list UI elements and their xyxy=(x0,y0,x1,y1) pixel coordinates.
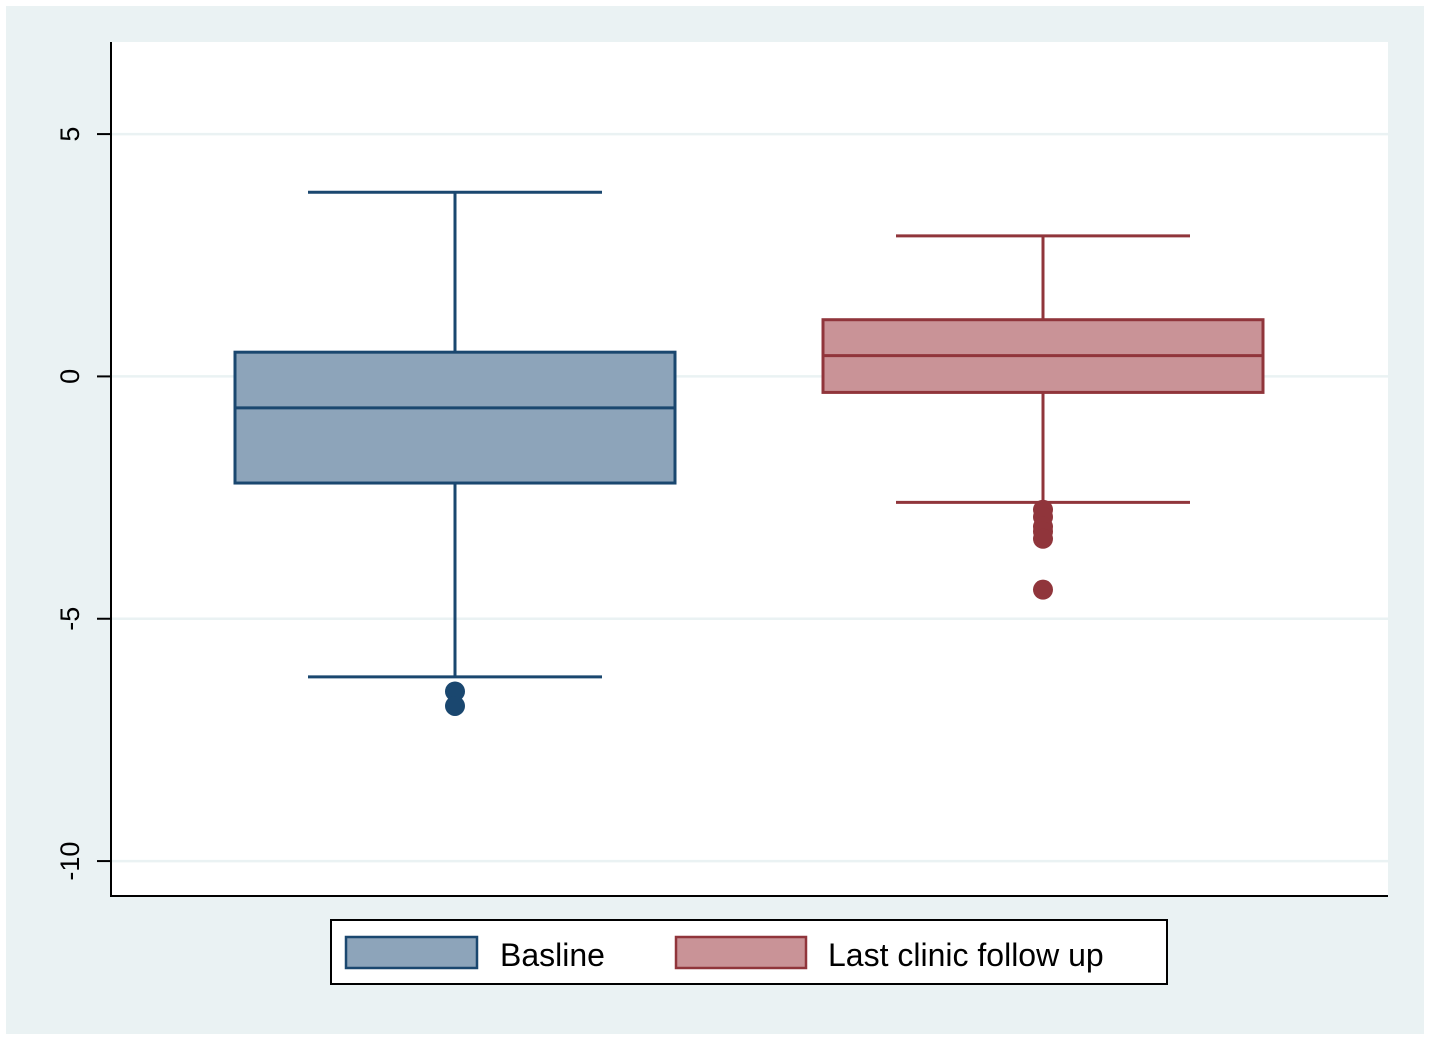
legend-label-last-clinic-follow-up: Last clinic follow up xyxy=(828,937,1104,973)
y-tick-label: 0 xyxy=(55,369,85,384)
legend: Basline Last clinic follow up xyxy=(330,919,1168,985)
legend-swatch-last-clinic-follow-up xyxy=(674,935,808,970)
iqr-box xyxy=(233,350,677,485)
y-axis-ticks: 5 0 -5 -10 xyxy=(55,127,111,881)
outlier-point xyxy=(1033,528,1053,549)
legend-label-basline: Basline xyxy=(500,937,605,973)
outlier-point xyxy=(445,681,465,702)
y-tick-label: 5 xyxy=(55,127,85,142)
box-series xyxy=(821,234,1265,600)
boxes xyxy=(233,190,1265,716)
y-tick-label: -5 xyxy=(55,607,85,631)
outlier-point xyxy=(1033,579,1053,600)
box-series xyxy=(233,190,677,716)
legend-swatch-basline xyxy=(344,935,479,970)
outlier-point xyxy=(445,695,465,716)
y-tick-label: -10 xyxy=(55,842,85,881)
